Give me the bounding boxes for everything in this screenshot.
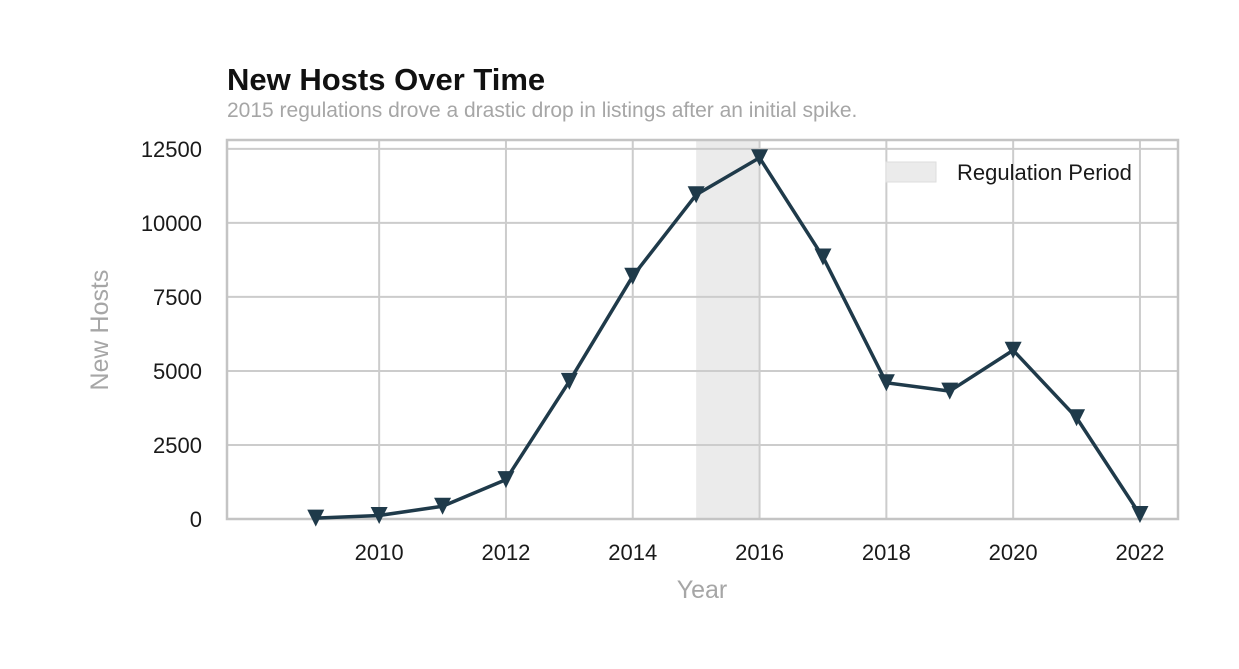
legend-swatch: [885, 161, 937, 183]
data-point-marker: [814, 248, 832, 266]
data-point-marker: [1131, 506, 1149, 524]
data-point-marker: [560, 372, 578, 390]
data-point-marker: [877, 374, 895, 392]
x-tick-label: 2018: [862, 540, 911, 565]
x-tick-label: 2014: [608, 540, 657, 565]
y-tick-label: 0: [190, 507, 202, 532]
y-axis-label: New Hosts: [86, 270, 114, 391]
regulation-period-band: [696, 140, 760, 519]
data-point-marker: [307, 509, 325, 527]
y-tick-label: 12500: [141, 137, 202, 162]
data-point-marker: [370, 506, 388, 524]
y-tick-label: 7500: [153, 285, 202, 310]
series-line: [314, 156, 1142, 520]
data-point-marker: [497, 471, 515, 489]
data-point-marker: [687, 186, 705, 204]
x-tick-label: 2010: [355, 540, 404, 565]
y-tick-label: 5000: [153, 359, 202, 384]
data-point-marker: [1068, 409, 1086, 427]
x-tick-label: 2016: [735, 540, 784, 565]
data-point-marker: [941, 382, 959, 400]
data-point-marker: [751, 149, 769, 167]
x-tick-label: 2022: [1115, 540, 1164, 565]
data-point-marker: [624, 267, 642, 285]
plot-frame: [225, 138, 1180, 521]
chart-subtitle: 2015 regulations drove a drastic drop in…: [227, 99, 857, 122]
x-tick-label: 2020: [989, 540, 1038, 565]
legend-label: Regulation Period: [957, 160, 1132, 185]
data-point-marker: [1004, 341, 1022, 359]
plot-area: 2010 2012 2014 2016 2018 2020 2022 0 2500 5000 750…: [141, 137, 1180, 565]
chart-title: New Hosts Over Time: [227, 62, 545, 97]
data-point-marker: [434, 497, 452, 515]
x-tick-label: 2012: [481, 540, 530, 565]
y-tick-label: 2500: [153, 433, 202, 458]
y-tick-label: 10000: [141, 211, 202, 236]
x-axis-label: Year: [677, 576, 728, 604]
